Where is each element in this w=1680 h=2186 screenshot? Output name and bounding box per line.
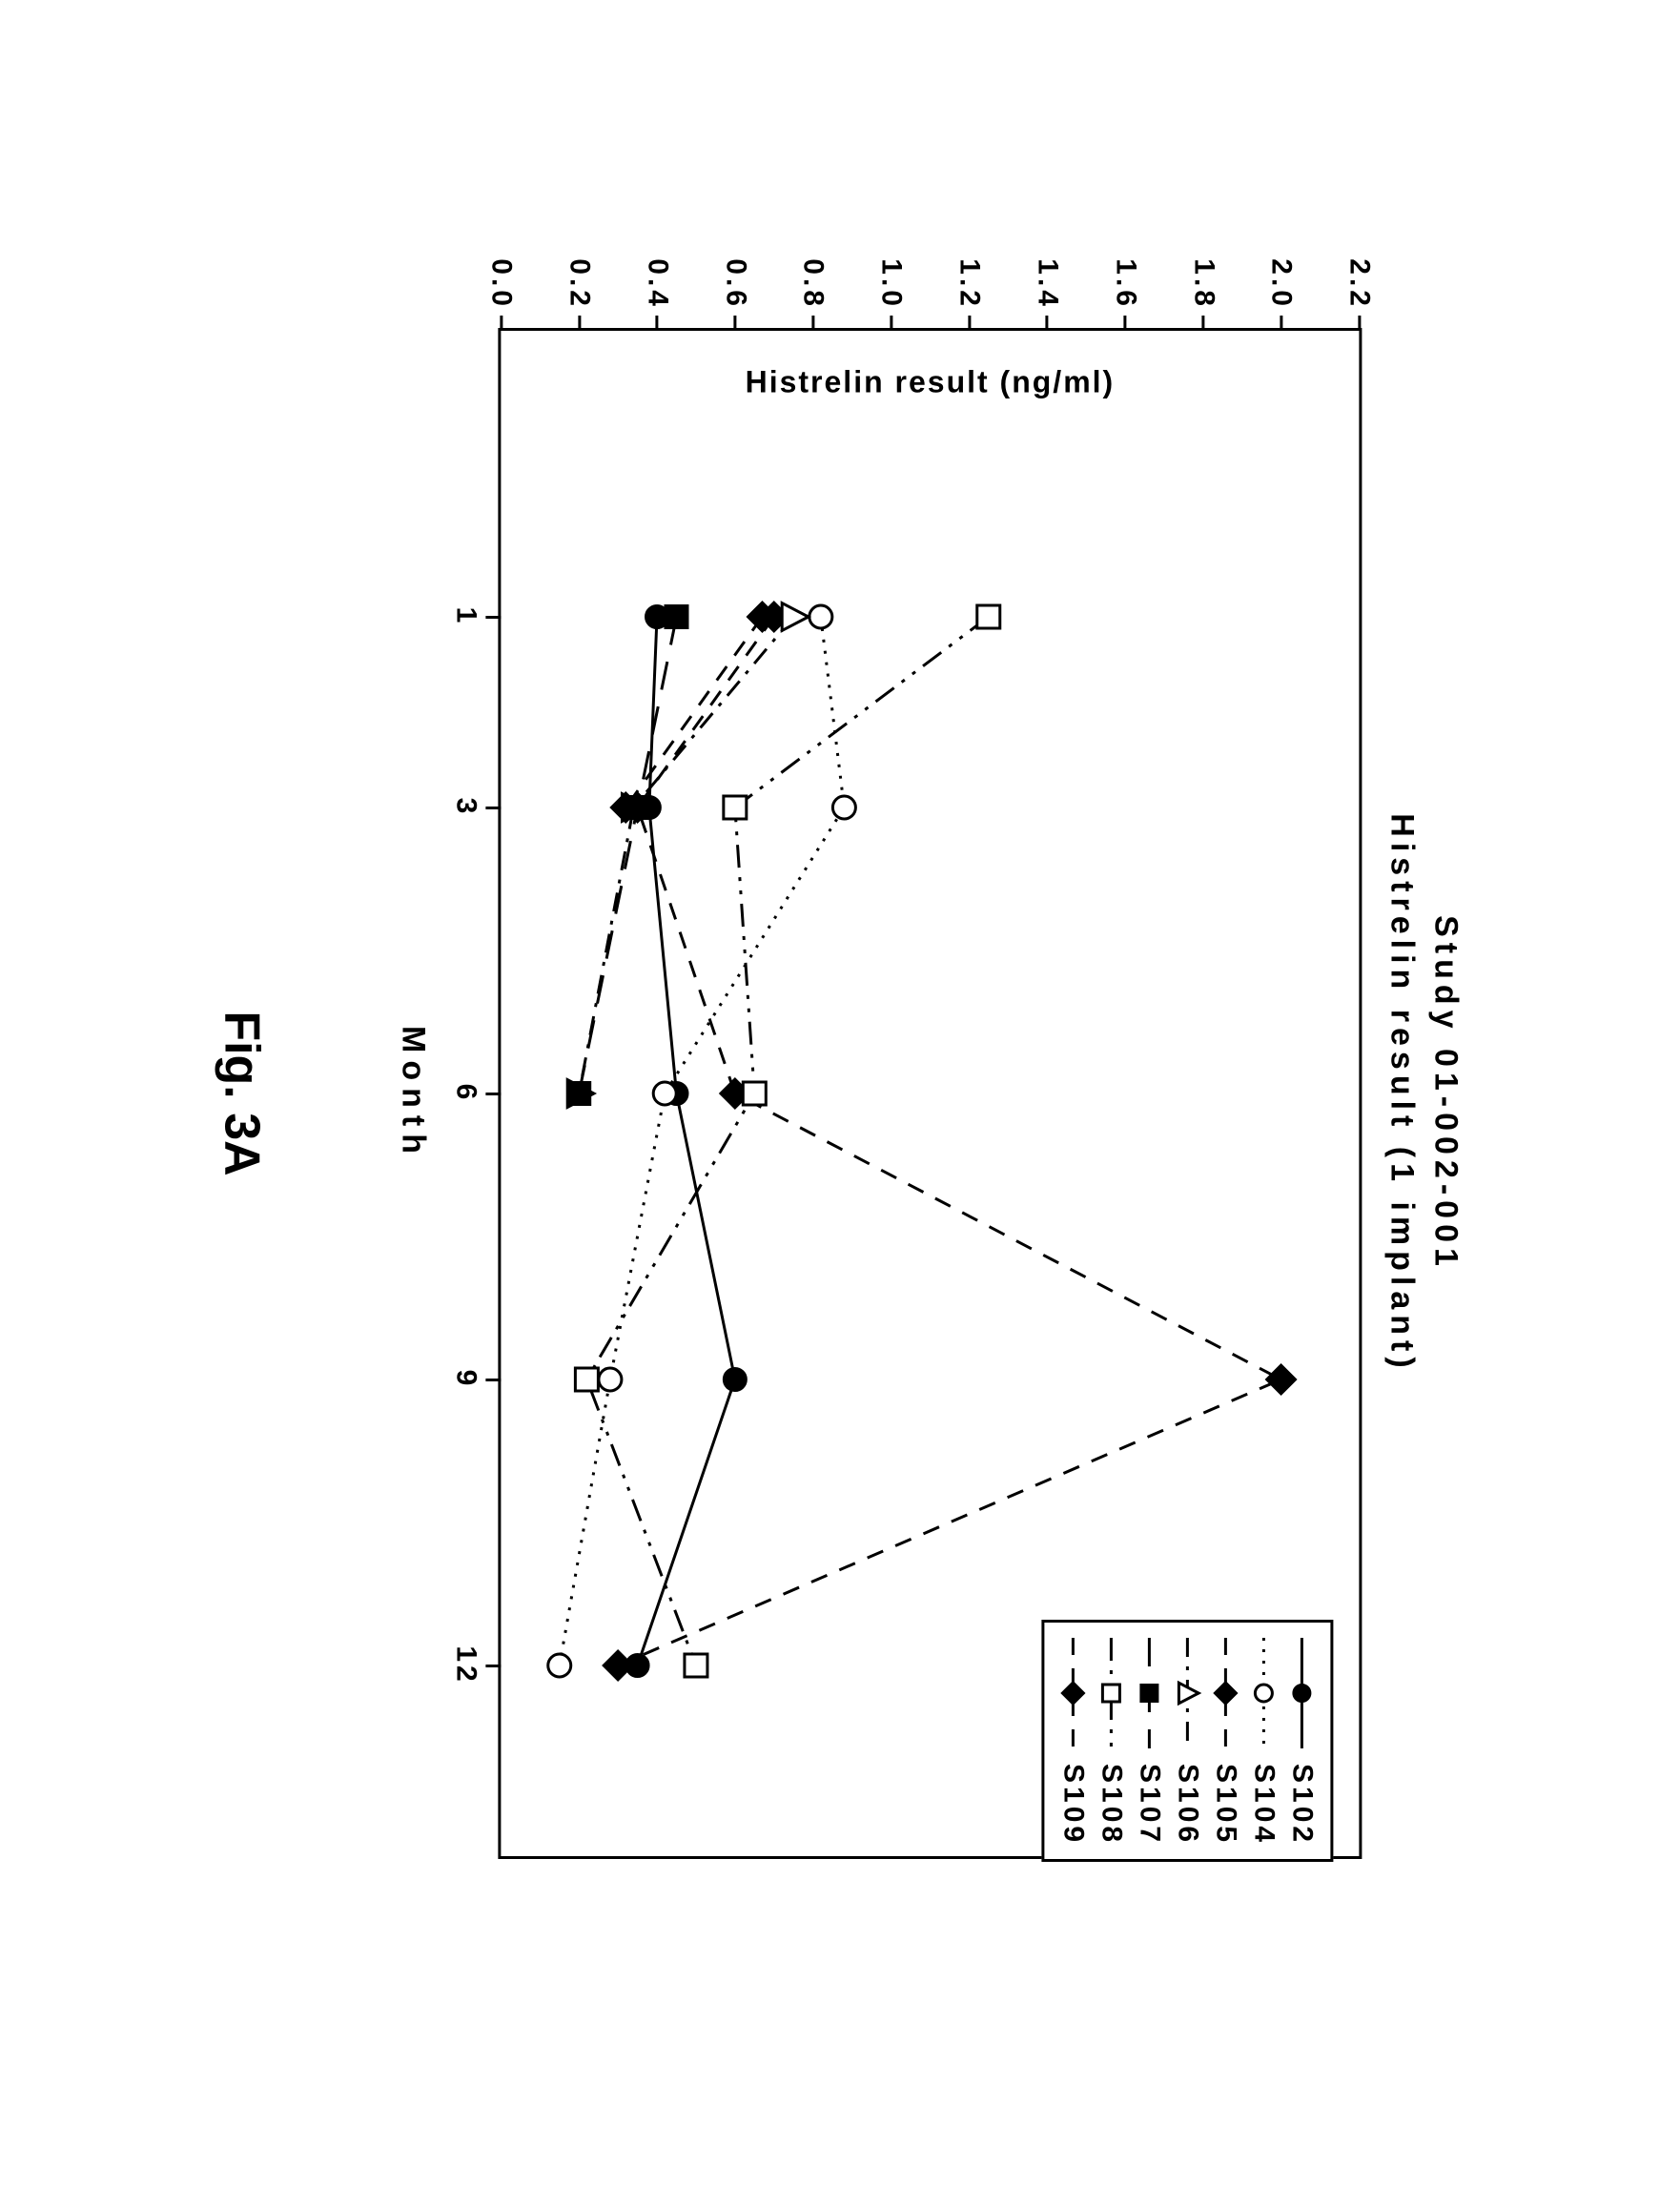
legend: S102 S104 S105 S106 S107 S108 S109 bbox=[1042, 1620, 1334, 1862]
chart-title-line-1: Study 01-002-001 bbox=[1424, 188, 1467, 1999]
legend-swatch bbox=[1172, 1636, 1204, 1750]
legend-label: S108 bbox=[1096, 1764, 1128, 1846]
page: Study 01-002-001 Histrelin result (1 imp… bbox=[0, 0, 1680, 2186]
y-tick-label: 1.2 bbox=[953, 258, 986, 310]
x-tick-label: 1 bbox=[450, 606, 482, 626]
y-tick bbox=[811, 316, 814, 331]
y-tick-label: 1.8 bbox=[1187, 258, 1219, 310]
y-tick bbox=[1358, 316, 1361, 331]
y-tick bbox=[1124, 316, 1127, 331]
y-tick bbox=[890, 316, 892, 331]
legend-row: S106 bbox=[1169, 1636, 1207, 1846]
y-tick bbox=[578, 316, 581, 331]
y-tick bbox=[734, 316, 737, 331]
legend-label: S102 bbox=[1286, 1764, 1319, 1846]
legend-swatch bbox=[1286, 1636, 1319, 1750]
y-tick bbox=[1046, 316, 1049, 331]
x-axis-title: Month bbox=[395, 188, 432, 1999]
x-tick bbox=[486, 615, 502, 618]
x-tick-label: 9 bbox=[450, 1369, 482, 1389]
legend-row: S105 bbox=[1207, 1636, 1245, 1846]
legend-label: S109 bbox=[1057, 1764, 1090, 1846]
legend-swatch bbox=[1096, 1636, 1128, 1750]
plot-area: Histrelin result (ng/ml) S102 S104 S105 … bbox=[499, 328, 1362, 1859]
legend-row: S104 bbox=[1245, 1636, 1283, 1846]
y-axis-title: Histrelin result (ng/ml) bbox=[746, 364, 1116, 399]
y-tick-label: 0.4 bbox=[641, 258, 673, 310]
legend-swatch bbox=[1134, 1636, 1166, 1750]
legend-label: S104 bbox=[1248, 1764, 1280, 1846]
legend-swatch bbox=[1057, 1636, 1090, 1750]
y-tick bbox=[968, 316, 971, 331]
x-tick bbox=[486, 1664, 502, 1666]
legend-label: S105 bbox=[1210, 1764, 1242, 1846]
y-tick-label: 2.0 bbox=[1265, 258, 1298, 310]
figure-caption: Fig. 3A bbox=[214, 188, 271, 1999]
x-tick bbox=[486, 1092, 502, 1094]
y-tick-label: 0.6 bbox=[719, 258, 751, 310]
legend-swatch bbox=[1210, 1636, 1242, 1750]
legend-swatch bbox=[1248, 1636, 1280, 1750]
y-tick-label: 2.2 bbox=[1343, 258, 1376, 310]
x-tick bbox=[486, 806, 502, 808]
y-tick-label: 1.4 bbox=[1031, 258, 1063, 310]
chart-title-line-2: Histrelin result (1 implant) bbox=[1380, 188, 1424, 1999]
rotated-container: Study 01-002-001 Histrelin result (1 imp… bbox=[214, 188, 1467, 1999]
x-tick bbox=[486, 1378, 502, 1380]
x-tick-label: 12 bbox=[450, 1645, 482, 1685]
y-tick bbox=[1280, 316, 1282, 331]
legend-row: S107 bbox=[1131, 1636, 1169, 1846]
y-tick bbox=[1201, 316, 1204, 331]
y-tick-label: 0.8 bbox=[797, 258, 830, 310]
figure: Study 01-002-001 Histrelin result (1 imp… bbox=[214, 188, 1467, 1999]
chart-titles: Study 01-002-001 Histrelin result (1 imp… bbox=[1380, 188, 1467, 1999]
legend-row: S102 bbox=[1283, 1636, 1321, 1846]
y-tick-label: 1.6 bbox=[1109, 258, 1141, 310]
legend-row: S108 bbox=[1093, 1636, 1131, 1846]
y-tick-label: 0.2 bbox=[563, 258, 595, 310]
x-tick-label: 3 bbox=[450, 797, 482, 817]
y-tick bbox=[500, 316, 502, 331]
legend-label: S106 bbox=[1172, 1764, 1204, 1846]
legend-label: S107 bbox=[1134, 1764, 1166, 1846]
y-tick bbox=[656, 316, 659, 331]
x-tick-label: 6 bbox=[450, 1083, 482, 1103]
y-tick-label: 1.0 bbox=[875, 258, 908, 310]
legend-row: S109 bbox=[1055, 1636, 1093, 1846]
y-tick-label: 0.0 bbox=[485, 258, 518, 310]
